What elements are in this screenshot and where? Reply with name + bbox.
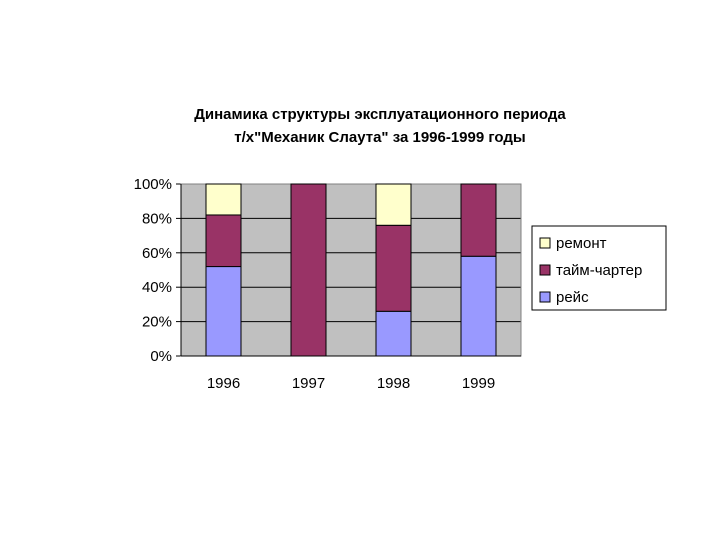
bar-1998-рейс xyxy=(375,310,412,357)
legend-swatch-рейс xyxy=(539,291,551,303)
legend-swatch-ремонт xyxy=(539,237,551,249)
bar-1997-тайм-чартер xyxy=(290,183,327,357)
chart-title-line-1: Динамика структуры эксплуатационного пер… xyxy=(194,106,566,123)
chart-title-line-2: т/х"Механик Слаута" за 1996-1999 годы xyxy=(234,129,525,146)
y-tick-label: 100% xyxy=(134,176,172,193)
y-tick-label: 40% xyxy=(142,279,172,296)
legend-swatch-тайм-чартер xyxy=(539,264,551,276)
y-tick-label: 80% xyxy=(142,210,172,227)
legend: ремонт тайм-чартер рейс xyxy=(531,225,667,311)
bar-1999-тайм-чартер xyxy=(460,183,497,257)
bar-1996-ремонт xyxy=(205,183,242,216)
y-tick-label: 60% xyxy=(142,245,172,262)
bar-1998-тайм-чартер xyxy=(375,224,412,312)
bar-1996-тайм-чартер xyxy=(205,214,242,268)
legend-box xyxy=(531,225,667,311)
y-tick-label: 0% xyxy=(150,348,172,365)
y-tick-label: 20% xyxy=(142,314,172,331)
x-tick-label: 1997 xyxy=(292,375,325,392)
legend-label: ремонт xyxy=(556,235,607,252)
bar-1998-ремонт xyxy=(375,183,412,226)
x-tick-label: 1999 xyxy=(462,375,495,392)
legend-label: тайм-чартер xyxy=(556,262,642,279)
x-tick-label: 1998 xyxy=(377,375,410,392)
bar-1996-рейс xyxy=(205,266,242,357)
x-tick-label: 1996 xyxy=(207,375,240,392)
bar-1999-рейс xyxy=(460,255,497,357)
plot-area: 0% 20% 40% 60% 80% 100% 1996 1997 1998 1999 xyxy=(134,176,522,392)
legend-label: рейс xyxy=(556,289,589,306)
